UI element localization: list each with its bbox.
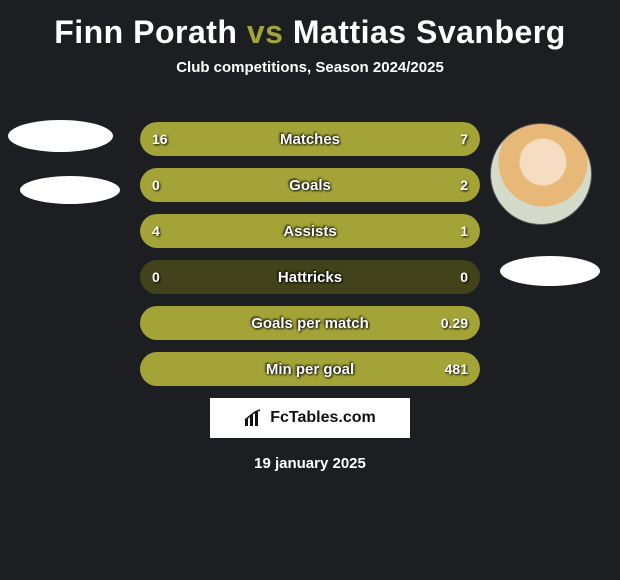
stat-value-right: 481 [445, 352, 468, 386]
right-decor-1 [500, 256, 600, 286]
stat-label: Min per goal [140, 352, 480, 386]
stat-value-right: 0.29 [441, 306, 468, 340]
player1-name: Finn Porath [54, 14, 237, 50]
date-text: 19 january 2025 [0, 455, 620, 472]
title-vs: vs [247, 14, 284, 50]
stat-row: Min per goal481 [140, 352, 480, 386]
stat-label: Matches [140, 122, 480, 156]
stat-label: Hattricks [140, 260, 480, 294]
stat-label: Assists [140, 214, 480, 248]
stats-bars: 16Matches70Goals24Assists10Hattricks0Goa… [140, 122, 480, 398]
branding-text: FcTables.com [270, 409, 376, 427]
stat-label: Goals per match [140, 306, 480, 340]
comparison-title: Finn Porath vs Mattias Svanberg [0, 0, 620, 57]
stat-row: 0Hattricks0 [140, 260, 480, 294]
player2-avatar [490, 123, 592, 225]
left-decor-2 [20, 176, 120, 204]
stat-row: 0Goals2 [140, 168, 480, 202]
stat-row: 4Assists1 [140, 214, 480, 248]
player2-name: Mattias Svanberg [293, 14, 566, 50]
branding-badge: FcTables.com [210, 398, 410, 438]
stat-value-right: 2 [460, 168, 468, 202]
branding-icon [244, 409, 264, 427]
left-decor-1 [8, 120, 113, 152]
stat-label: Goals [140, 168, 480, 202]
subtitle: Club competitions, Season 2024/2025 [0, 57, 620, 100]
stat-row: 16Matches7 [140, 122, 480, 156]
stat-value-right: 7 [460, 122, 468, 156]
stat-row: Goals per match0.29 [140, 306, 480, 340]
stat-value-right: 1 [460, 214, 468, 248]
stat-value-right: 0 [460, 260, 468, 294]
